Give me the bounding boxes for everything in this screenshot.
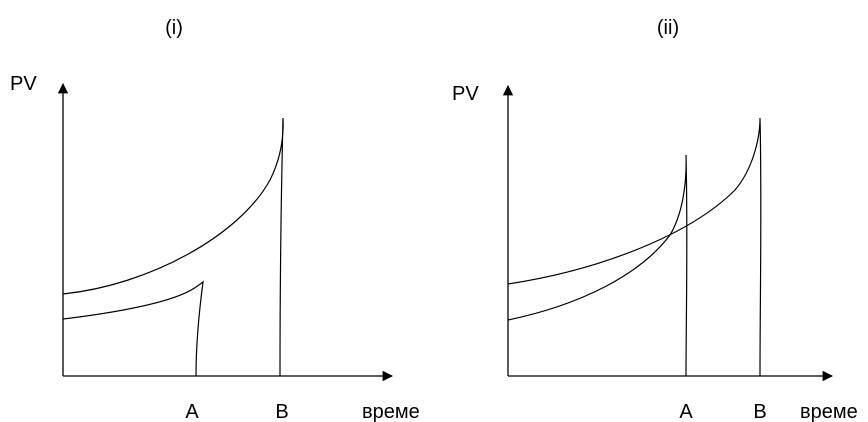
panel-ii-y-axis-label: PV — [452, 83, 479, 105]
panel-ii: (ii) PV A B време — [452, 17, 858, 422]
panel-i-x-axis-label: време — [362, 401, 420, 422]
panel-i: (i) PV A B време — [10, 17, 420, 422]
panel-i-title: (i) — [165, 17, 183, 39]
panel-i-marker-a: A — [185, 401, 199, 422]
panel-i-y-axis-label: PV — [10, 73, 37, 95]
panel-ii-title: (ii) — [657, 17, 679, 39]
panel-i-marker-b: B — [275, 401, 288, 422]
panel-ii-x-axis-label: време — [800, 401, 858, 422]
panel-ii-marker-a: A — [679, 401, 693, 422]
panel-ii-marker-b: B — [753, 401, 766, 422]
panel-ii-curve-a — [507, 154, 688, 377]
panel-i-curve-b — [62, 117, 284, 377]
panel-ii-curve-b — [507, 117, 762, 377]
panel-i-curve-a — [62, 280, 204, 377]
